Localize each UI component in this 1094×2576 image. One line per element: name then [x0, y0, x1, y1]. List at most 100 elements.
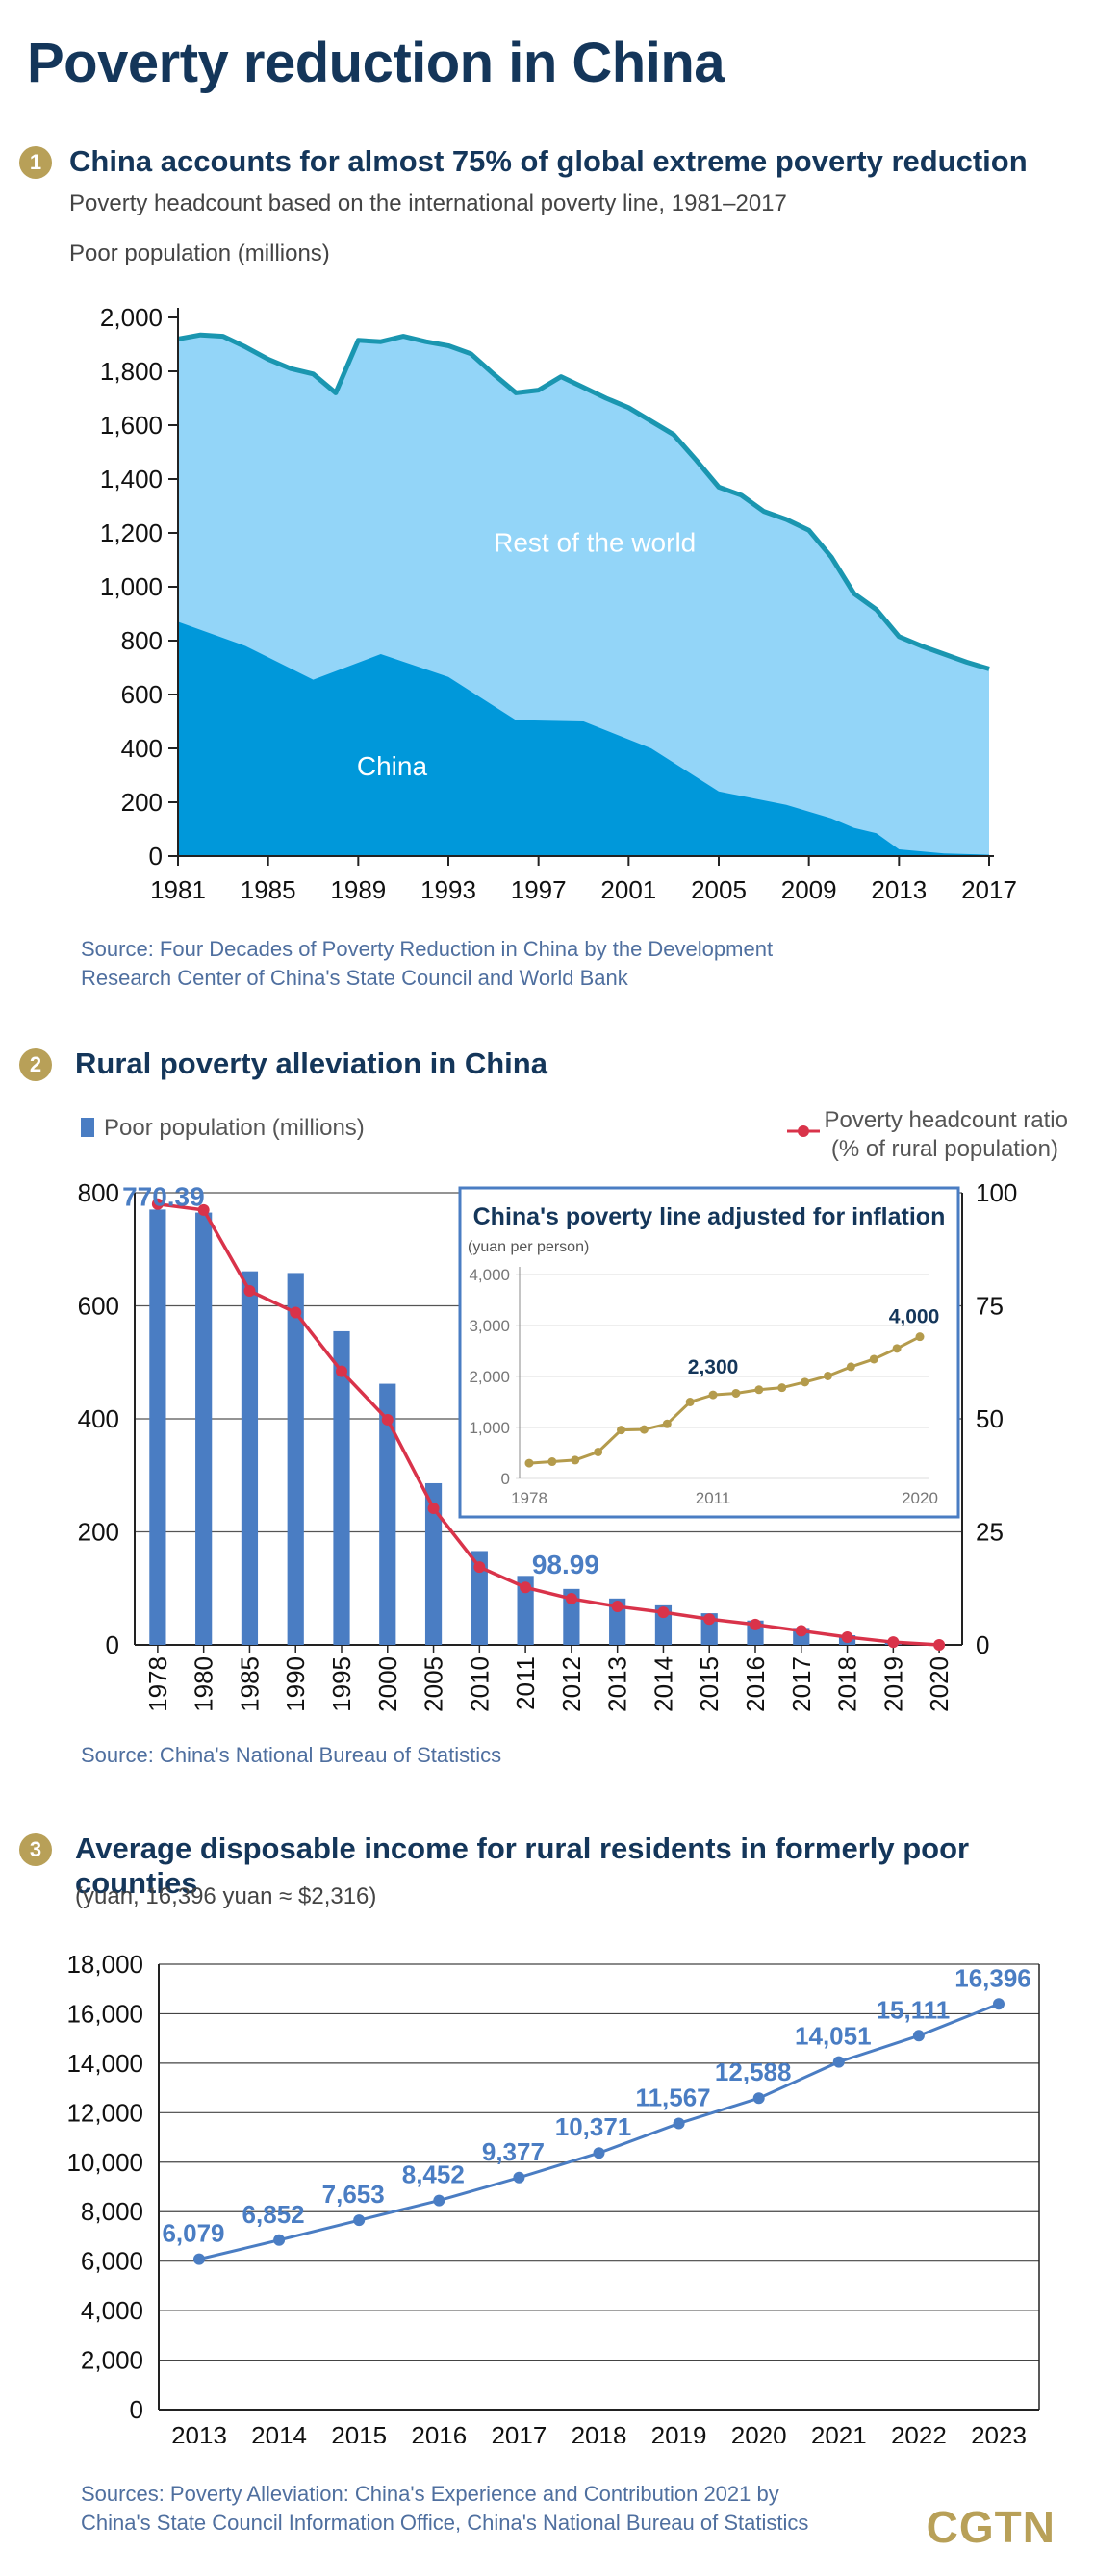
income-point: [593, 2147, 605, 2159]
ratio-line: [157, 1202, 940, 1647]
x-tick-label: 2000: [373, 1656, 402, 1712]
section-1-subtitle: Poverty headcount based on the internati…: [69, 190, 787, 216]
section-2-source: Source: China's National Bureau of Stati…: [81, 1743, 502, 1767]
income-point: [193, 2253, 205, 2265]
ratio-point: [336, 1365, 347, 1377]
y-tick-label: 0: [149, 842, 163, 871]
bar: [379, 1383, 396, 1645]
poverty-area-chart: 0 200 400 600 800 1,000 1,200 1,400 1,600 1,800 2,…: [100, 303, 1017, 904]
inset-point: [869, 1354, 878, 1364]
x-tick-label: 1997: [511, 875, 567, 904]
inset-label-2011: 2,300: [688, 1356, 739, 1378]
inset-box: [458, 1186, 960, 1519]
inset-x-tick-label: 1978: [511, 1489, 547, 1507]
y-tick-label: 2,000: [100, 303, 163, 332]
data-label-1978: 770.39: [122, 1181, 205, 1211]
section-3-source-line-2: China's State Council Information Office…: [81, 2511, 809, 2535]
section-1-axis-caption: Poor population (millions): [69, 240, 330, 266]
income-value-label: 6,079: [162, 2219, 224, 2248]
income-point: [273, 2234, 286, 2246]
inset-point: [594, 1447, 603, 1456]
section-1-badge: 1: [19, 146, 52, 179]
inset-point: [892, 1344, 902, 1353]
inset-y-tick-label: 3,000: [469, 1317, 510, 1335]
x-tick-label: 2011: [511, 1656, 540, 1710]
x-tick-label: 1981: [150, 875, 206, 904]
y-tick-label: 12,000: [66, 2098, 143, 2127]
income-value-label: 14,051: [795, 2022, 872, 2051]
inset-point: [547, 1457, 557, 1467]
label-rest-of-world: Rest of the world: [494, 528, 696, 558]
ratio-point: [887, 1636, 900, 1649]
inset-point: [823, 1371, 832, 1380]
ratio-point: [197, 1203, 210, 1216]
bar: [241, 1271, 259, 1645]
legend-line-marker: [798, 1125, 809, 1137]
section-3-source-line-1: Sources: Poverty Alleviation: China's Ex…: [81, 2482, 779, 2506]
x-tick-label: 1990: [281, 1656, 310, 1712]
y-tick-label: 10,000: [66, 2148, 143, 2177]
income-point: [433, 2194, 445, 2207]
x-tick-label: 2010: [465, 1656, 494, 1712]
x-tick-label: 2018: [833, 1656, 862, 1712]
x-tick-label: 2013: [603, 1656, 632, 1712]
ratio-point: [290, 1306, 302, 1319]
inset-point: [846, 1362, 855, 1372]
bar: [563, 1588, 580, 1645]
inset-point: [754, 1385, 764, 1395]
ratio-point: [151, 1198, 164, 1210]
ratio-point: [657, 1606, 670, 1619]
y-left-tick-label: 200: [78, 1518, 119, 1547]
x-tick-label: 2018: [572, 2421, 627, 2443]
x-tick-label: 2005: [420, 1656, 448, 1712]
y-left-tick-label: 800: [78, 1178, 119, 1207]
inset-point: [571, 1455, 580, 1465]
x-tick-label: 2017: [491, 2421, 547, 2443]
section-1-source-line-2: Research Center of China's State Council…: [81, 966, 628, 990]
income-point: [993, 1998, 1005, 2010]
income-value-label: 12,588: [715, 2058, 792, 2086]
y-tick-label: 200: [121, 788, 163, 817]
ratio-point: [611, 1601, 623, 1613]
y-tick-label: 16,000: [66, 1999, 143, 2028]
inset-point: [662, 1419, 672, 1428]
x-tick-label: 1993: [420, 875, 476, 904]
y-tick-label: 600: [121, 680, 163, 709]
y-tick-label: 8,000: [81, 2197, 143, 2226]
ratio-point: [427, 1503, 440, 1515]
inset-unit: (yuan per person): [468, 1239, 589, 1255]
section-1-title: China accounts for almost 75% of global …: [69, 144, 1028, 178]
inset-point: [801, 1377, 810, 1387]
x-tick-label: 2020: [731, 2421, 787, 2443]
data-label-2012: 98.99: [532, 1550, 599, 1579]
section-3-source: Sources: Poverty Alleviation: China's Ex…: [81, 2480, 808, 2538]
income-point: [912, 2030, 925, 2042]
page-title: Poverty reduction in China: [27, 32, 725, 94]
label-china: China: [357, 751, 428, 781]
income-value-label: 16,396: [954, 1963, 1031, 1992]
income-value-label: 10,371: [555, 2112, 632, 2141]
y-tick-label: 1,000: [100, 572, 163, 601]
legend-bar-label: Poor population (millions): [104, 1115, 365, 1141]
legend-line-label-2: (% of rural population): [831, 1136, 1058, 1162]
section-2-badge: 2: [19, 1048, 52, 1081]
x-tick-label: 2023: [971, 2421, 1027, 2443]
x-tick-label: 2009: [781, 875, 837, 904]
x-tick-label: 2022: [891, 2421, 947, 2443]
y-tick-label: 14,000: [66, 2049, 143, 2078]
x-tick-label: 2019: [878, 1656, 907, 1712]
y-left-tick-label: 400: [78, 1404, 119, 1433]
bar: [517, 1576, 534, 1645]
x-tick-label: 2015: [331, 2421, 387, 2443]
x-tick-label: 1978: [143, 1656, 172, 1712]
y-tick-label: 1,600: [100, 411, 163, 440]
inset-y-tick-label: 4,000: [469, 1266, 510, 1284]
y-right-tick-label: 50: [976, 1404, 1004, 1433]
y-tick-label: 6,000: [81, 2247, 143, 2276]
income-value-label: 8,452: [402, 2160, 465, 2189]
x-tick-label: 2017: [961, 875, 1017, 904]
x-tick-label: 1995: [327, 1656, 356, 1712]
ratio-point: [381, 1413, 394, 1426]
legend-line-label-1: Poverty headcount ratio: [825, 1107, 1069, 1133]
rural-poverty-chart: Poor population (millions) Poverty headco…: [78, 1107, 1069, 1712]
